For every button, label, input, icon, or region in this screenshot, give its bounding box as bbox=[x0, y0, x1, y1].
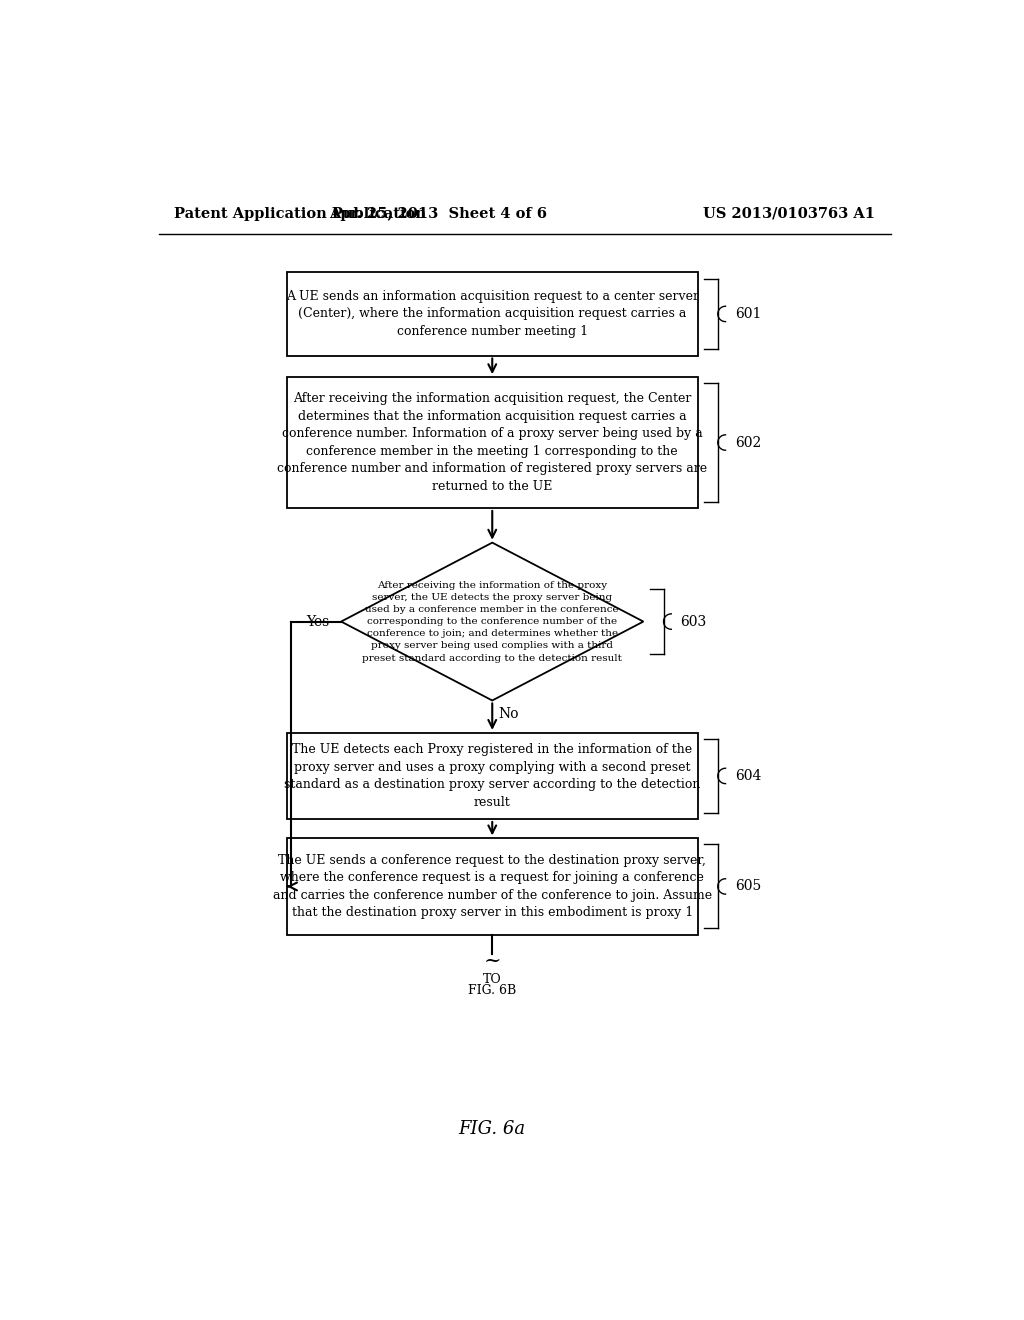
Text: FIG. 6B: FIG. 6B bbox=[468, 985, 516, 998]
Text: The UE detects each Proxy registered in the information of the
proxy server and : The UE detects each Proxy registered in … bbox=[284, 743, 700, 809]
Text: ~: ~ bbox=[483, 952, 501, 972]
Text: FIG. 6a: FIG. 6a bbox=[459, 1119, 525, 1138]
Text: 604: 604 bbox=[735, 770, 761, 783]
Text: A UE sends an information acquisition request to a center server
(Center), where: A UE sends an information acquisition re… bbox=[286, 290, 698, 338]
Text: Yes: Yes bbox=[306, 615, 330, 628]
Text: After receiving the information of the proxy
server, the UE detects the proxy se: After receiving the information of the p… bbox=[362, 581, 623, 663]
Bar bbox=[287, 272, 697, 355]
Text: Patent Application Publication: Patent Application Publication bbox=[174, 207, 427, 220]
Text: US 2013/0103763 A1: US 2013/0103763 A1 bbox=[703, 207, 876, 220]
Text: The UE sends a conference request to the destination proxy server,
where the con: The UE sends a conference request to the… bbox=[272, 854, 712, 919]
Bar bbox=[287, 733, 697, 818]
Polygon shape bbox=[341, 543, 643, 701]
Bar bbox=[287, 378, 697, 508]
Bar bbox=[287, 838, 697, 935]
Text: No: No bbox=[499, 706, 519, 721]
Text: 605: 605 bbox=[735, 879, 761, 894]
Text: 602: 602 bbox=[735, 436, 761, 450]
Text: After receiving the information acquisition request, the Center
determines that : After receiving the information acquisit… bbox=[278, 392, 708, 492]
Text: Apr. 25, 2013  Sheet 4 of 6: Apr. 25, 2013 Sheet 4 of 6 bbox=[329, 207, 547, 220]
Text: TO: TO bbox=[483, 973, 502, 986]
Text: 603: 603 bbox=[681, 615, 707, 628]
Text: 601: 601 bbox=[735, 308, 761, 321]
